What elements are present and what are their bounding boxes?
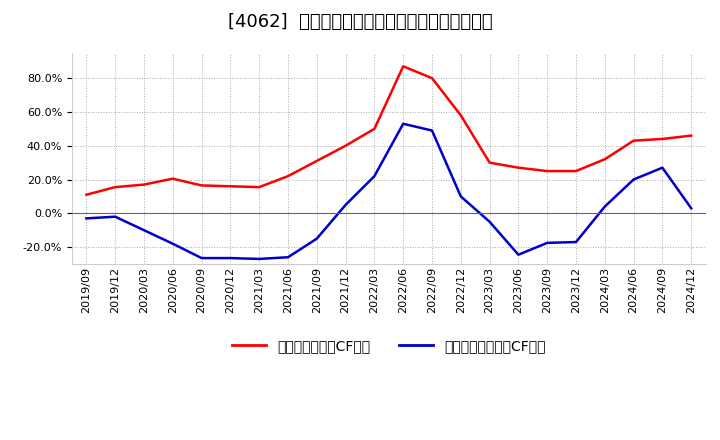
有利子負債営業CF比率 xyxy=(428,76,436,81)
有利子負債フリーCF比率 xyxy=(255,256,264,261)
有利子負債営業CF比率 xyxy=(255,184,264,190)
有利子負債営業CF比率 xyxy=(82,192,91,198)
有利子負債営業CF比率 xyxy=(629,138,638,143)
有利子負債フリーCF比率 xyxy=(284,255,292,260)
有利子負債営業CF比率 xyxy=(140,182,148,187)
有利子負債営業CF比率 xyxy=(111,184,120,190)
有利子負債フリーCF比率 xyxy=(456,194,465,199)
有利子負債フリーCF比率 xyxy=(629,177,638,182)
有利子負債フリーCF比率 xyxy=(514,252,523,257)
有利子負債フリーCF比率 xyxy=(111,214,120,219)
有利子負債フリーCF比率 xyxy=(687,205,696,211)
有利子負債フリーCF比率 xyxy=(485,219,494,224)
有利子負債営業CF比率 xyxy=(168,176,177,181)
有利子負債フリーCF比率 xyxy=(140,227,148,233)
有利子負債営業CF比率 xyxy=(514,165,523,170)
Line: 有利子負債営業CF比率: 有利子負債営業CF比率 xyxy=(86,66,691,195)
Legend: 有利子負債営業CF比率, 有利子負債フリーCF比率: 有利子負債営業CF比率, 有利子負債フリーCF比率 xyxy=(226,334,552,359)
有利子負債フリーCF比率 xyxy=(226,256,235,261)
Text: [4062]  有利子負債キャッシュフロー比率の推移: [4062] 有利子負債キャッシュフロー比率の推移 xyxy=(228,13,492,31)
有利子負債フリーCF比率 xyxy=(428,128,436,133)
有利子負債営業CF比率 xyxy=(226,183,235,189)
有利子負債営業CF比率 xyxy=(658,136,667,142)
有利子負債営業CF比率 xyxy=(543,169,552,174)
有利子負債フリーCF比率 xyxy=(341,202,350,208)
有利子負債フリーCF比率 xyxy=(197,256,206,261)
有利子負債フリーCF比率 xyxy=(658,165,667,170)
有利子負債営業CF比率 xyxy=(687,133,696,138)
有利子負債フリーCF比率 xyxy=(399,121,408,126)
有利子負債営業CF比率 xyxy=(197,183,206,188)
Line: 有利子負債フリーCF比率: 有利子負債フリーCF比率 xyxy=(86,124,691,259)
有利子負債営業CF比率 xyxy=(399,64,408,69)
有利子負債フリーCF比率 xyxy=(543,240,552,246)
有利子負債営業CF比率 xyxy=(312,158,321,164)
有利子負債営業CF比率 xyxy=(341,143,350,148)
有利子負債フリーCF比率 xyxy=(370,173,379,179)
有利子負債フリーCF比率 xyxy=(572,239,580,245)
有利子負債フリーCF比率 xyxy=(600,204,609,209)
有利子負債営業CF比率 xyxy=(572,169,580,174)
有利子負債営業CF比率 xyxy=(600,157,609,162)
有利子負債営業CF比率 xyxy=(456,113,465,118)
有利子負債フリーCF比率 xyxy=(82,216,91,221)
有利子負債営業CF比率 xyxy=(284,173,292,179)
有利子負債フリーCF比率 xyxy=(312,236,321,241)
有利子負債営業CF比率 xyxy=(485,160,494,165)
有利子負債フリーCF比率 xyxy=(168,241,177,246)
有利子負債営業CF比率 xyxy=(370,126,379,132)
